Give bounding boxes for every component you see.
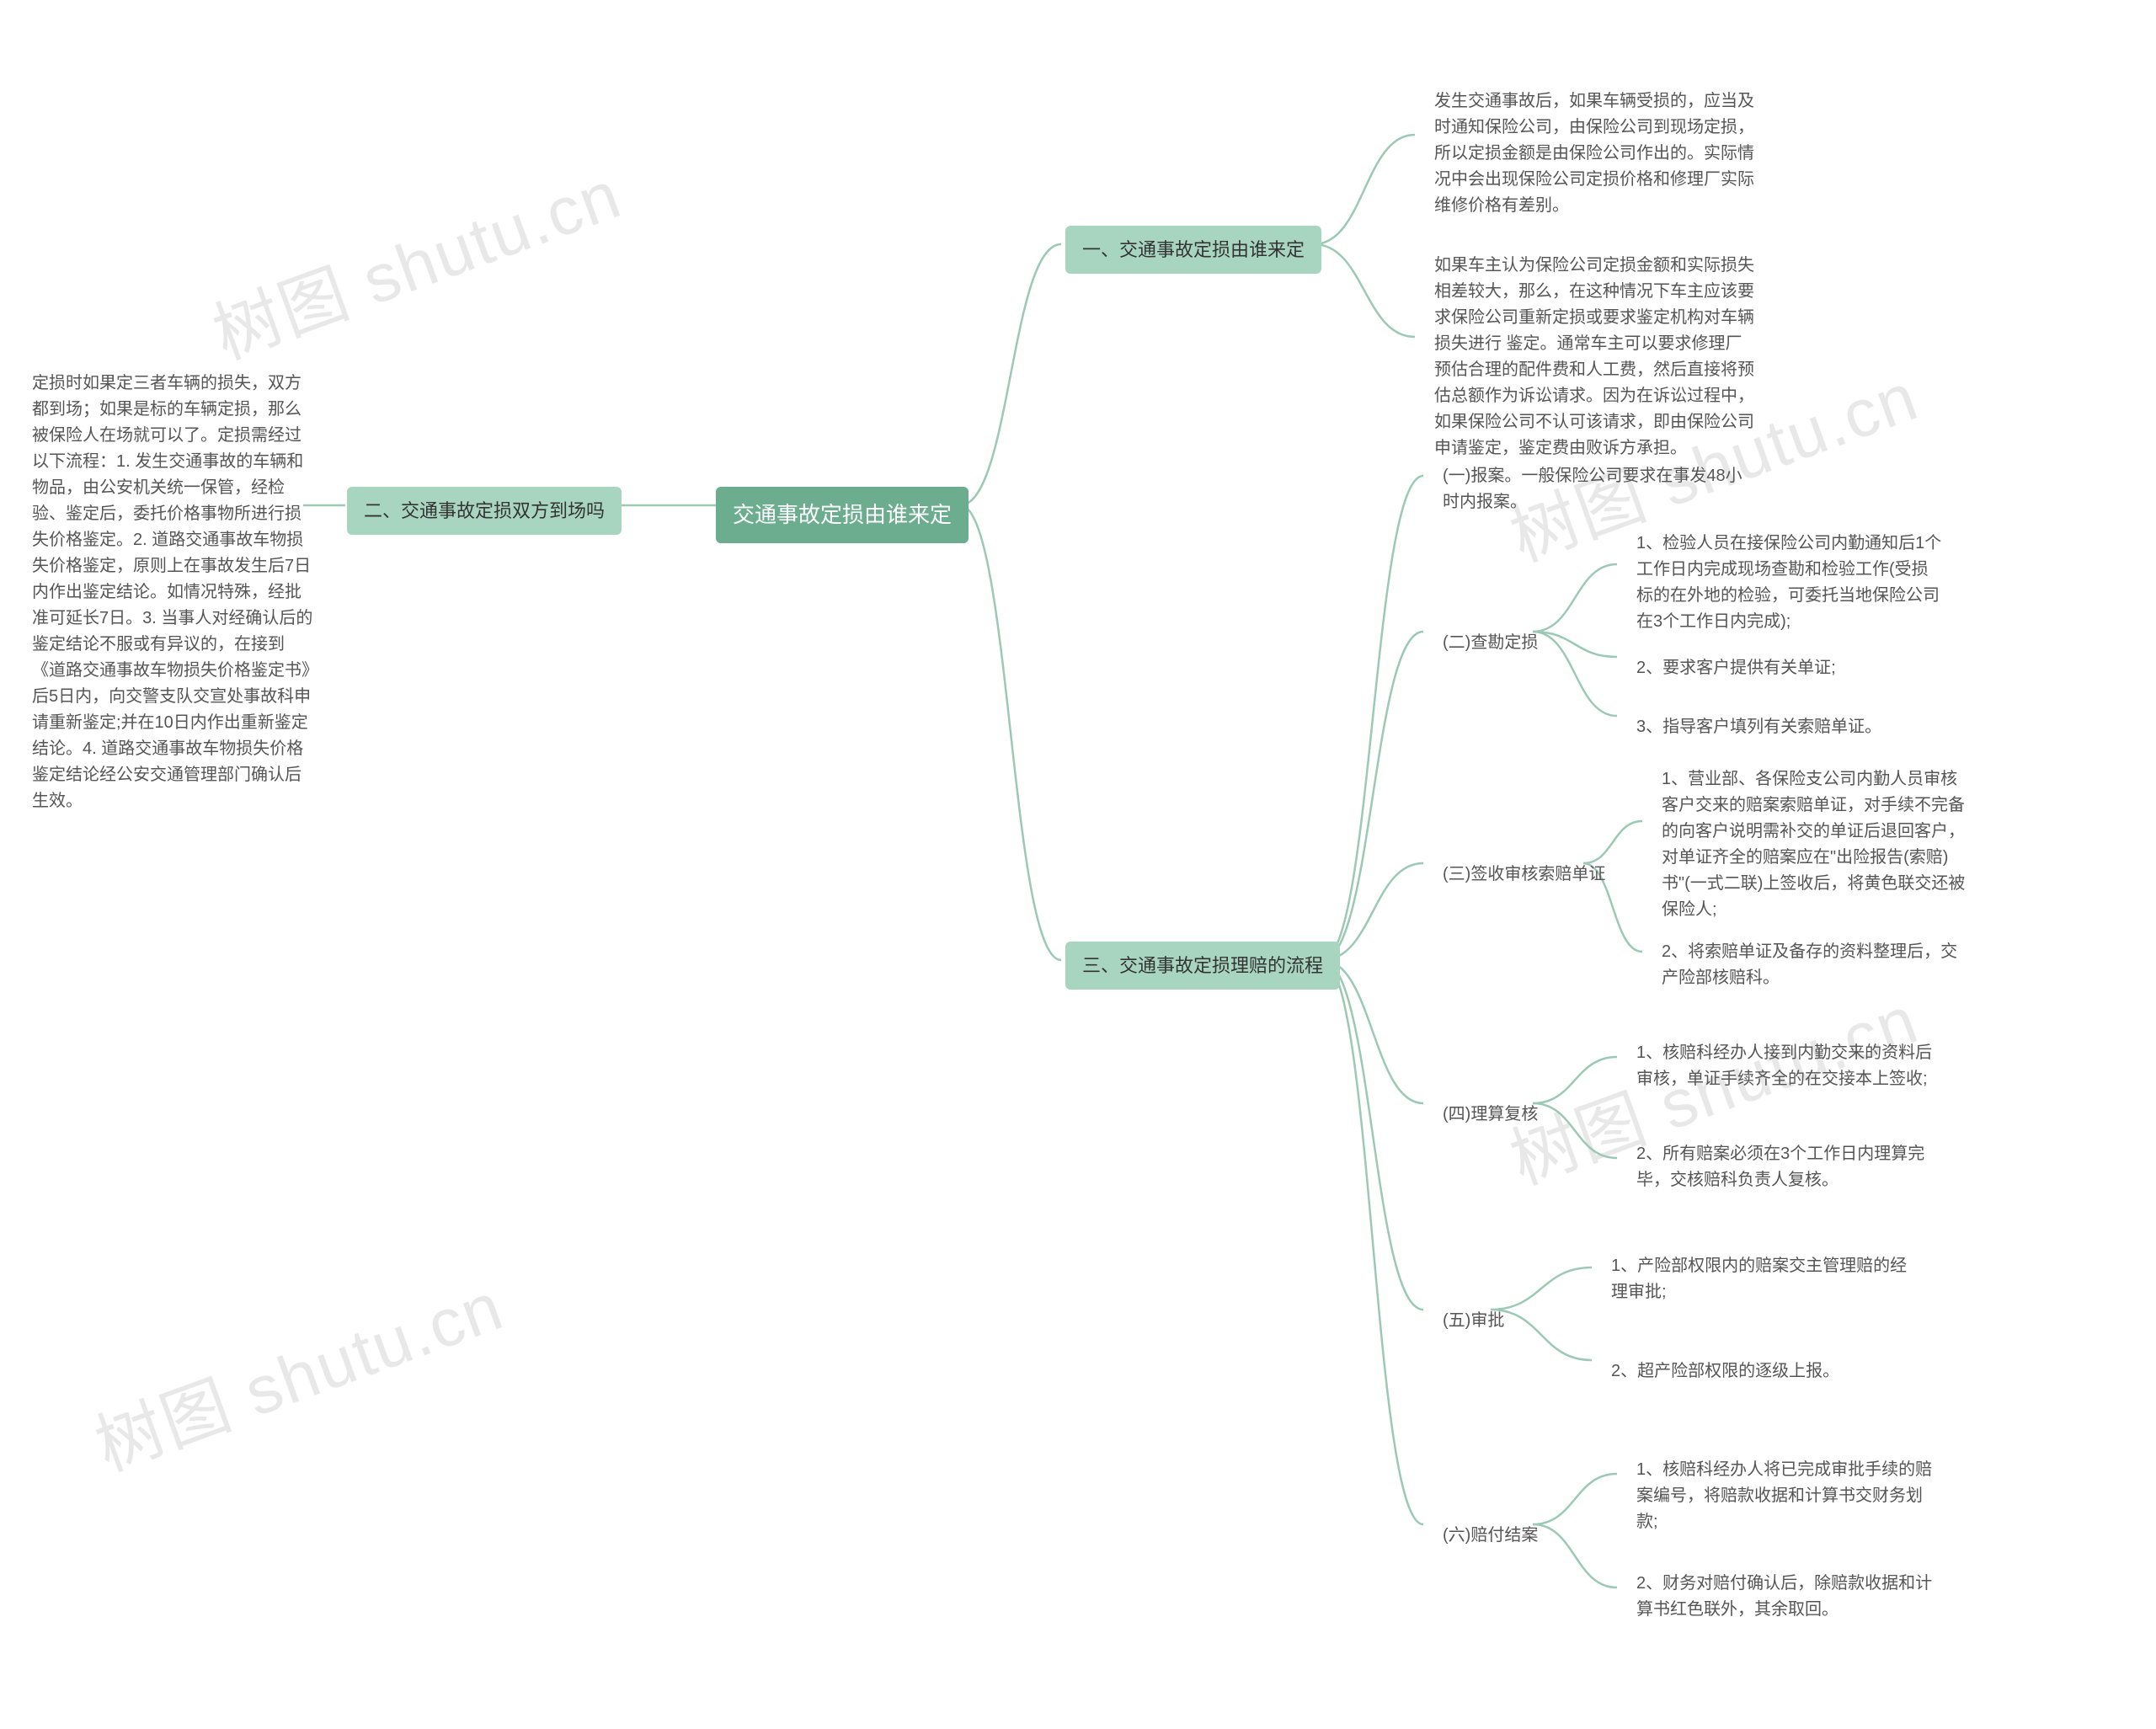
b1-leaf-0: 发生交通事故后，如果车辆受损的，应当及时通知保险公司，由保险公司到现场定损，所以… [1419,80,1773,227]
b2-leaf: 定损时如果定三者车辆的损失，双方都到场；如果是标的车辆定损，那么被保险人在场就可… [17,362,328,823]
branch-3: 三、交通事故定损理赔的流程 [1065,942,1340,990]
root-node: 交通事故定损由谁来定 [716,487,969,543]
step-2-item-1: 2、要求客户提供有关单证; [1621,647,1851,690]
branch-2: 二、交通事故定损双方到场吗 [347,487,622,535]
step-1: (一)报案。一般保险公司要求在事发48小时内报案。 [1428,455,1764,524]
b1-leaf-1: 如果车主认为保险公司定损金额和实际损失相差较大，那么，在这种情况下车主应该要求保… [1419,244,1773,470]
step-5: (五)审批 [1428,1299,1519,1342]
step-5-item-0: 1、产险部权限内的赔案交主管理赔的经理审批; [1596,1245,1933,1314]
step-3-item-0: 1、营业部、各保险支公司内勤人员审核客户交来的赔案索赔单证，对手续不完备的向客户… [1646,758,1983,931]
step-3-item-1: 2、将索赔单证及备存的资料整理后，交产险部核赔科。 [1646,931,1983,1000]
step-6: (六)赔付结案 [1428,1514,1553,1556]
branch-1: 一、交通事故定损由谁来定 [1065,226,1321,274]
watermark: 树图 shutu.cn [80,1252,515,1490]
step-2: (二)查勘定损 [1428,622,1553,664]
step-6-item-0: 1、核赔科经办人将已完成审批手续的赔案编号，将赔款收据和计算书交财务划款; [1621,1449,1958,1544]
step-2-item-2: 3、指导客户填列有关索赔单证。 [1621,706,1897,749]
step-6-item-1: 2、财务对赔付确认后，除赔款收据和计算书红色联外，其余取回。 [1621,1562,1958,1631]
watermark: 树图 shutu.cn [198,141,632,378]
step-3: (三)签收审核索赔单证 [1428,853,1620,895]
step-4: (四)理算复核 [1428,1093,1553,1135]
step-4-item-0: 1、核赔科经办人接到内勤交来的资料后审核，单证手续齐全的在交接本上签收; [1621,1032,1958,1101]
step-5-item-1: 2、超产险部权限的逐级上报。 [1596,1350,1854,1393]
step-4-item-1: 2、所有赔案必须在3个工作日内理算完毕，交核赔科负责人复核。 [1621,1133,1958,1202]
step-2-item-0: 1、检验人员在接保险公司内勤通知后1个工作日内完成现场查勘和检验工作(受损标的在… [1621,522,1958,643]
